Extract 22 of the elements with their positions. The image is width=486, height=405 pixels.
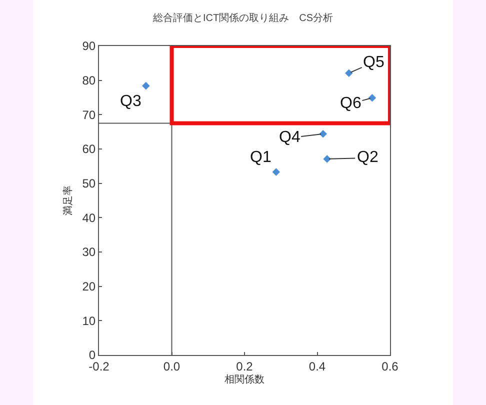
chart-title: 総合評価とICT関係の取り組み CS分析	[152, 12, 333, 24]
annotation: Q1	[250, 149, 272, 166]
x-tick-label: 0.2	[236, 359, 254, 374]
annotation: Q5	[363, 54, 384, 71]
x-axis-title: 相関係数	[224, 373, 264, 386]
y-axis-title: 満足率	[62, 186, 74, 216]
y-tick-label: 70	[82, 108, 96, 122]
y-tick-label: 50	[82, 176, 96, 191]
annotation: Q2	[357, 149, 378, 166]
y-tick-label: 30	[82, 245, 96, 260]
y-tick-label: 40	[82, 210, 96, 225]
y-tick-label: 10	[82, 314, 96, 328]
annotation: Q3	[120, 93, 142, 110]
x-tick-label: 0.4	[308, 359, 326, 374]
y-tick-label: 20	[82, 280, 96, 294]
annotation: Q4	[279, 129, 300, 146]
annotation: Q6	[340, 95, 362, 112]
y-tick-label: 90	[82, 39, 96, 54]
y-tick-label: 60	[82, 142, 96, 156]
x-tick-label: 0.0	[163, 359, 180, 374]
y-tick-label: 80	[82, 74, 96, 88]
x-tick-label: 0.6	[382, 359, 399, 374]
